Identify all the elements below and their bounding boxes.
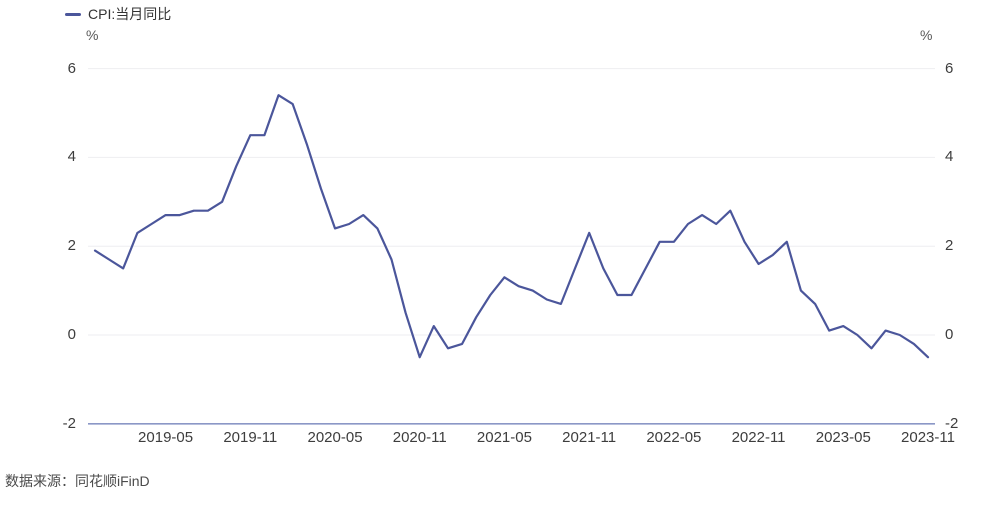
y-tick-left: 6 bbox=[67, 59, 76, 77]
legend-label: CPI:当月同比 bbox=[88, 6, 172, 22]
y-tick-right: 2 bbox=[945, 237, 954, 255]
x-tick: 2023-11 bbox=[901, 429, 955, 446]
x-tick: 2020-05 bbox=[307, 429, 363, 446]
x-tick: 2019-11 bbox=[223, 429, 278, 446]
legend-line-swatch bbox=[65, 12, 81, 16]
y-tick-right: 4 bbox=[945, 148, 954, 166]
y-axis-unit-right: % bbox=[920, 27, 933, 43]
data-source: 数据来源：同花顺iFinD bbox=[5, 473, 150, 489]
y-tick-right: 0 bbox=[945, 326, 954, 343]
x-tick: 2019-05 bbox=[138, 429, 194, 446]
y-tick-left: -2 bbox=[62, 414, 76, 432]
y-tick-right: -2 bbox=[945, 414, 959, 432]
x-tick: 2020-11 bbox=[392, 429, 447, 446]
legend: CPI:当月同比 bbox=[65, 6, 171, 22]
y-tick-left: 4 bbox=[67, 148, 76, 166]
x-tick: 2021-11 bbox=[562, 429, 617, 446]
y-tick-right: 6 bbox=[945, 59, 954, 77]
x-tick: 2022-11 bbox=[731, 429, 786, 446]
cpi-series-line bbox=[93, 94, 930, 359]
x-tick: 2023-05 bbox=[815, 429, 871, 446]
x-tick: 2021-05 bbox=[476, 429, 532, 446]
cpi-line-chart bbox=[88, 68, 935, 425]
y-axis-unit-left: % bbox=[86, 27, 99, 43]
x-tick: 2022-05 bbox=[646, 429, 702, 446]
y-tick-left: 0 bbox=[67, 326, 76, 343]
y-tick-left: 2 bbox=[67, 237, 76, 255]
